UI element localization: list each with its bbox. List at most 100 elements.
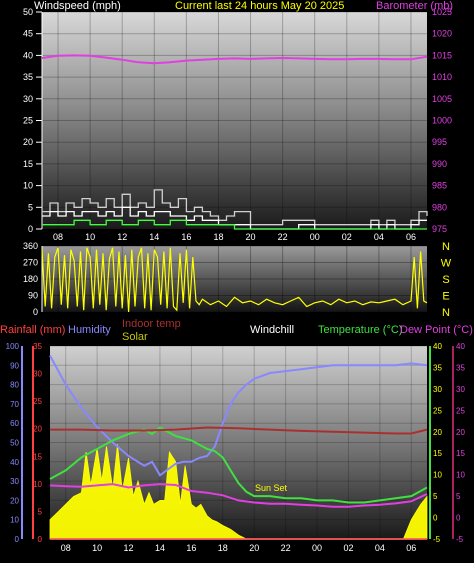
x-tick-label: 00 (312, 543, 322, 553)
temperature-line (49, 426, 428, 504)
x-tick-label: 14 (155, 543, 165, 553)
x-tick-label: 08 (53, 232, 63, 242)
humidity-tick-label: 20 (10, 496, 19, 505)
x-tick-label: 18 (218, 543, 228, 553)
barometer-tick-label: 1000 (432, 116, 452, 126)
barometer-line (41, 54, 428, 65)
dew-point-tick-label: 25 (456, 406, 465, 415)
temperature-tick-label: 20 (433, 428, 442, 437)
rainfall-tick-label: 25 (33, 397, 42, 406)
dew-point-tick-label: 20 (456, 428, 465, 437)
humidity-tick-label: 70 (10, 400, 19, 409)
rainfall-tick-label: 20 (33, 425, 42, 434)
barometer-tick-label: 1025 (432, 7, 452, 17)
temperature-tick-label: 25 (433, 406, 442, 415)
indoor-temp-legend: Indoor temp (122, 318, 181, 330)
windspeed-axis-title: Windspeed (mph) (34, 0, 121, 12)
windspeed-tick-label: 50 (23, 7, 33, 17)
windspeed-tick-label: 45 (23, 29, 33, 39)
rainfall-axis-title: Rainfall (mm) (0, 324, 65, 336)
dew-point-tick-label: 5 (456, 492, 461, 501)
dew-point-axis-title: Dew Point (°C) (400, 324, 473, 336)
temperature-series (49, 355, 428, 540)
x-tick-label: 06 (406, 543, 416, 553)
windspeed-tick-label: 25 (23, 116, 33, 126)
barometer-tick-label: 1015 (432, 50, 452, 60)
dew_point-line (49, 483, 428, 508)
humidity-line (49, 355, 428, 477)
temperature-tick-label: 15 (433, 449, 442, 458)
solar-legend: Solar (122, 331, 148, 343)
compass-label: W (441, 258, 452, 270)
humidity-tick-label: 60 (10, 419, 19, 428)
barometer-axis-title: Barometer (mb) (376, 0, 453, 12)
dew-point-tick-label: 0 (456, 514, 461, 523)
temperature-tick-label: 30 (433, 385, 442, 394)
compass-label: N (442, 241, 450, 253)
wind-direction-tick-label: 270 (23, 258, 38, 268)
temperature-tick-label: 40 (433, 342, 442, 351)
compass-label: N (442, 307, 450, 319)
x-tick-label: 18 (213, 232, 223, 242)
x-tick-label: 00 (310, 232, 320, 242)
x-tick-label: 14 (149, 232, 159, 242)
rainfall-tick-label: 35 (33, 342, 42, 351)
windspeed-tick-label: 40 (23, 50, 33, 60)
indoor_temp-line (50, 426, 428, 435)
chart-title: Current last 24 hours May 20 2025 (175, 0, 344, 12)
humidity-tick-label: 80 (10, 381, 19, 390)
x-tick-label: 04 (374, 232, 384, 242)
dew-point-tick-label: 40 (456, 342, 465, 351)
humidity-tick-label: 10 (10, 516, 19, 525)
temperature-tick-label: 10 (433, 471, 442, 480)
wind-direction-line (41, 247, 428, 313)
dew-point-tick-label: -5 (456, 535, 464, 544)
wind-direction-tick-label: 360 (23, 241, 38, 251)
windspeed-tick-label: 5 (28, 202, 33, 212)
windspeed-line (42, 206, 427, 230)
x-tick-label: 12 (124, 543, 134, 553)
wind-direction-series (41, 247, 428, 313)
compass-label: E (442, 291, 449, 303)
wind-barometer-plot-area (42, 12, 427, 229)
temperature-tick-label: 0 (433, 514, 438, 523)
wind-direction-tick-label: 0 (33, 307, 38, 317)
barometer-axis: 975 980 985 990 995 1000 1005 1010 1015 1020 1025 (432, 7, 452, 234)
wind-direction-tick-label: 180 (23, 274, 38, 284)
barometer-tick-label: 1005 (432, 94, 452, 104)
x-tick-label: 08 (61, 543, 71, 553)
windspeed-tick-label: 0 (28, 224, 33, 234)
x-tick-label: 20 (249, 543, 259, 553)
temperature-tick-label: -5 (433, 535, 441, 544)
sun-set-annotation: Sun Set (255, 483, 288, 493)
x-tick-label: 10 (85, 232, 95, 242)
x-tick-label: 16 (181, 232, 191, 242)
barometer-tick-label: 995 (432, 137, 447, 147)
x-tick-label: 22 (278, 232, 288, 242)
windspeed-tick-label: 35 (23, 72, 33, 82)
windchill-legend: Windchill (250, 324, 294, 336)
x-tick-label: 10 (92, 543, 102, 553)
windspeed-tick-label: 10 (23, 181, 33, 191)
temperature-tick-label: 5 (433, 492, 438, 501)
temperature-axis-title: Temperature (°C) (318, 324, 402, 336)
compass-label: S (442, 274, 449, 286)
dew-point-tick-label: 10 (456, 471, 465, 480)
rainfall-tick-label: 30 (33, 370, 42, 379)
humidity-tick-label: 90 (10, 361, 19, 370)
humidity-tick-label: 50 (10, 439, 19, 448)
x-tick-label: 04 (375, 543, 385, 553)
x-tick-label: 06 (406, 232, 416, 242)
barometer-tick-label: 980 (432, 202, 447, 212)
wind-barometer-x-axis: 08 10 12 14 16 18 20 22 00 02 04 06 (53, 232, 416, 242)
barometer-tick-label: 975 (432, 224, 447, 234)
x-tick-label: 02 (342, 232, 352, 242)
humidity-legend: Humidity (68, 324, 111, 336)
rainfall-tick-label: 5 (38, 507, 43, 516)
barometer-tick-label: 1010 (432, 72, 452, 82)
humidity-tick-label: 30 (10, 477, 19, 486)
rainfall-tick-label: 15 (33, 452, 42, 461)
